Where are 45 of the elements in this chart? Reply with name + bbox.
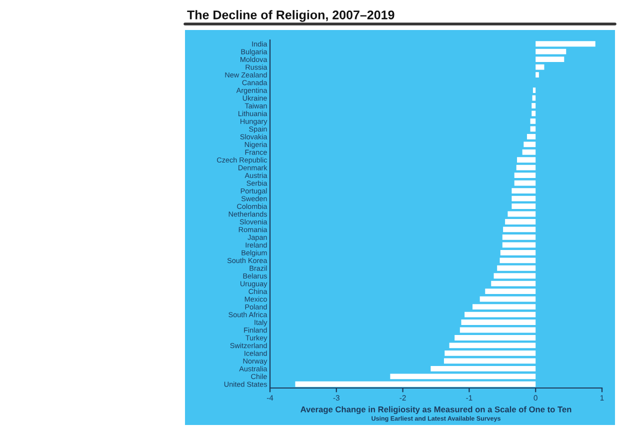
bar bbox=[491, 280, 536, 286]
bar bbox=[461, 320, 536, 325]
bar bbox=[536, 72, 539, 78]
bar bbox=[503, 226, 536, 232]
bar bbox=[512, 188, 536, 194]
bar bbox=[485, 288, 536, 294]
bar bbox=[514, 180, 536, 186]
bar bbox=[524, 142, 536, 148]
bar bbox=[514, 172, 536, 178]
bar bbox=[536, 41, 596, 47]
bar bbox=[480, 296, 536, 302]
bar bbox=[526, 134, 536, 140]
bar bbox=[472, 304, 536, 310]
bar bbox=[502, 242, 536, 248]
bar bbox=[532, 103, 536, 108]
bar bbox=[536, 48, 566, 54]
bar bbox=[444, 358, 536, 364]
x-axis-title: Average Change in Religiosity as Measured on a Scale of One to Ten bbox=[300, 406, 572, 414]
bar bbox=[532, 110, 536, 116]
bar bbox=[444, 350, 536, 356]
bar bbox=[536, 64, 544, 70]
bar bbox=[430, 366, 536, 372]
bar bbox=[460, 327, 536, 333]
bar bbox=[536, 56, 564, 62]
bar bbox=[532, 88, 536, 93]
bar bbox=[390, 374, 536, 380]
bar bbox=[508, 211, 536, 217]
bar bbox=[295, 381, 536, 387]
chart-title: The Decline of Religion, 2007–2019 bbox=[187, 10, 394, 22]
bar bbox=[530, 118, 536, 124]
bar bbox=[494, 273, 536, 279]
bar bbox=[500, 258, 536, 264]
bar bbox=[516, 164, 536, 170]
bar bbox=[464, 312, 536, 318]
bar bbox=[517, 157, 536, 163]
bar bbox=[500, 250, 536, 256]
bar bbox=[502, 234, 536, 240]
bar bbox=[454, 335, 536, 340]
bar bbox=[512, 196, 536, 202]
bar bbox=[522, 149, 536, 155]
bar bbox=[497, 265, 536, 271]
bar bbox=[505, 219, 536, 224]
bar bbox=[512, 204, 536, 209]
bar bbox=[449, 342, 536, 348]
bar bbox=[530, 126, 536, 132]
